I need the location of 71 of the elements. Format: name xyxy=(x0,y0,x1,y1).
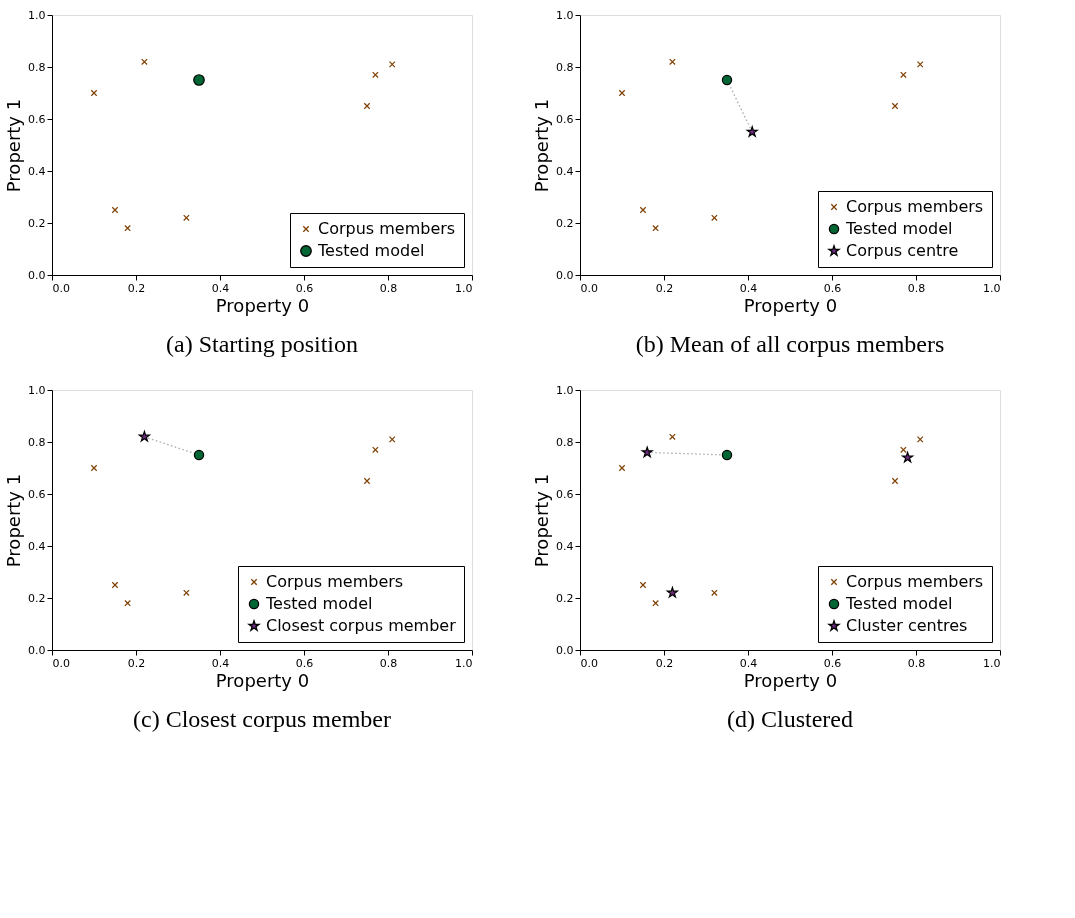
x-tick-label: 0.6 xyxy=(295,281,314,295)
y-axis-title: Property 1 xyxy=(531,98,553,193)
y-tick-label: 0.8 xyxy=(556,60,574,74)
y-tick-label: 1.0 xyxy=(556,383,574,397)
y-axis-title: Property 1 xyxy=(3,98,25,193)
legend-label: Corpus centre xyxy=(846,241,959,260)
y-tick-label: 0.4 xyxy=(556,539,574,553)
y-tick-label: 0.6 xyxy=(28,487,46,501)
x-tick-label: 0.0 xyxy=(52,656,70,670)
legend-label: Corpus members xyxy=(846,572,984,591)
y-tick-label: 0.8 xyxy=(28,435,46,449)
y-tick-label: 0.6 xyxy=(556,112,574,126)
x-tick-label: 1.0 xyxy=(983,281,1001,295)
legend-label: Tested model xyxy=(317,241,425,260)
x-tick-label: 0.4 xyxy=(211,656,230,670)
legend-label: Corpus members xyxy=(318,219,456,238)
y-tick-label: 0.4 xyxy=(556,164,574,178)
x-tick-label: 0.2 xyxy=(655,656,674,670)
y-tick-label: 0.0 xyxy=(28,268,46,282)
y-tick-label: 0.2 xyxy=(556,591,574,605)
x-tick-label: 0.8 xyxy=(379,656,398,670)
x-axis-title: Property 0 xyxy=(215,669,310,691)
y-tick-label: 1.0 xyxy=(28,8,46,22)
x-tick-label: 0.2 xyxy=(127,281,146,295)
y-tick-label: 0.0 xyxy=(556,643,574,657)
text: (b) Mean of all corpus members xyxy=(635,331,945,357)
x-tick-label: 1.0 xyxy=(983,656,1001,670)
x-axis-title: Property 0 xyxy=(743,669,838,691)
y-tick-label: 0.8 xyxy=(556,435,574,449)
x-tick-label: 0.6 xyxy=(823,656,842,670)
y-tick-label: 1.0 xyxy=(28,383,46,397)
y-tick-label: 0.2 xyxy=(556,216,574,230)
y-tick-label: 0.6 xyxy=(28,112,46,126)
y-tick-label: 0.6 xyxy=(556,487,574,501)
y-tick-label: 0.0 xyxy=(556,268,574,282)
legend-label: Tested model xyxy=(265,594,373,613)
legend-label: Tested model xyxy=(845,219,953,238)
x-tick-label: 0.4 xyxy=(739,656,758,670)
text: (a) Starting position xyxy=(166,331,358,357)
legend-label: Cluster centres xyxy=(846,616,968,635)
x-tick-label: 0.8 xyxy=(907,656,926,670)
legend-label: Tested model xyxy=(845,594,953,613)
y-tick-label: 0.4 xyxy=(28,539,46,553)
x-tick-label: 0.6 xyxy=(295,656,314,670)
legend-label: Closest corpus member xyxy=(266,616,457,635)
x-tick-label: 0.8 xyxy=(379,281,398,295)
x-tick-label: 0.0 xyxy=(580,281,598,295)
x-tick-label: 0.0 xyxy=(580,656,598,670)
x-tick-label: 0.4 xyxy=(211,281,230,295)
y-tick-label: 1.0 xyxy=(556,8,574,22)
x-tick-label: 1.0 xyxy=(455,281,473,295)
y-tick-label: 0.4 xyxy=(28,164,46,178)
x-axis-title: Property 0 xyxy=(743,294,838,316)
y-axis-title: Property 1 xyxy=(531,473,553,568)
x-tick-label: 0.8 xyxy=(907,281,926,295)
x-tick-label: 0.6 xyxy=(823,281,842,295)
y-axis-title: Property 1 xyxy=(3,473,25,568)
x-axis-title: Property 0 xyxy=(215,294,310,316)
text: (c) Closest corpus member xyxy=(133,706,391,732)
x-tick-label: 0.0 xyxy=(52,281,70,295)
y-tick-label: 0.0 xyxy=(28,643,46,657)
legend-label: Corpus members xyxy=(846,197,984,216)
x-tick-label: 0.2 xyxy=(655,281,674,295)
y-tick-label: 0.8 xyxy=(28,60,46,74)
legend-label: Corpus members xyxy=(266,572,404,591)
x-tick-label: 1.0 xyxy=(455,656,473,670)
text: (d) Clustered xyxy=(727,706,853,732)
y-tick-label: 0.2 xyxy=(28,216,46,230)
y-tick-label: 0.2 xyxy=(28,591,46,605)
x-tick-label: 0.2 xyxy=(127,656,146,670)
x-tick-label: 0.4 xyxy=(739,281,758,295)
